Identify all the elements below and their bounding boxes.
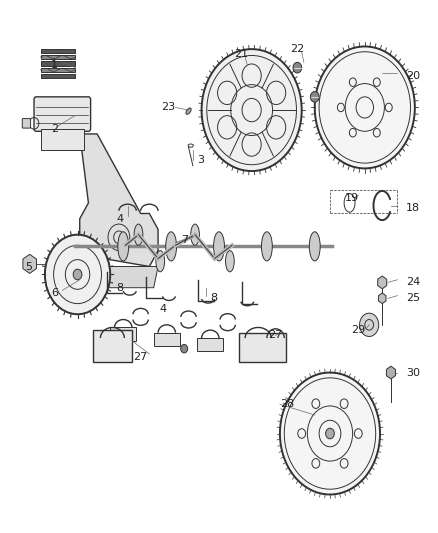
Text: 8: 8 bbox=[116, 282, 123, 293]
Text: 21: 21 bbox=[234, 50, 248, 59]
Ellipse shape bbox=[191, 224, 199, 245]
FancyBboxPatch shape bbox=[22, 118, 31, 128]
Circle shape bbox=[201, 49, 302, 171]
Ellipse shape bbox=[261, 232, 272, 261]
FancyBboxPatch shape bbox=[41, 68, 75, 72]
FancyBboxPatch shape bbox=[241, 343, 267, 357]
Text: 7: 7 bbox=[181, 235, 188, 245]
Circle shape bbox=[280, 373, 380, 495]
Ellipse shape bbox=[118, 232, 129, 261]
FancyBboxPatch shape bbox=[110, 327, 136, 341]
Text: 22: 22 bbox=[290, 44, 304, 54]
Text: 4: 4 bbox=[116, 214, 123, 224]
Circle shape bbox=[181, 344, 187, 353]
Ellipse shape bbox=[134, 224, 143, 245]
Text: 4: 4 bbox=[159, 304, 167, 314]
Circle shape bbox=[73, 269, 82, 280]
Circle shape bbox=[360, 313, 379, 336]
Text: 20: 20 bbox=[406, 70, 420, 80]
FancyBboxPatch shape bbox=[197, 338, 223, 351]
Circle shape bbox=[45, 235, 110, 314]
Circle shape bbox=[293, 62, 302, 73]
Text: 3: 3 bbox=[197, 156, 204, 165]
Text: 23: 23 bbox=[161, 102, 176, 112]
Polygon shape bbox=[23, 254, 36, 273]
FancyBboxPatch shape bbox=[93, 330, 132, 362]
Text: 24: 24 bbox=[406, 277, 420, 287]
Text: 30: 30 bbox=[406, 368, 420, 377]
FancyBboxPatch shape bbox=[41, 74, 75, 78]
FancyBboxPatch shape bbox=[239, 333, 286, 362]
Circle shape bbox=[315, 46, 415, 168]
FancyBboxPatch shape bbox=[34, 97, 91, 131]
Ellipse shape bbox=[166, 232, 177, 261]
FancyBboxPatch shape bbox=[41, 128, 84, 150]
Polygon shape bbox=[80, 266, 158, 288]
Ellipse shape bbox=[186, 108, 191, 115]
Circle shape bbox=[325, 428, 334, 439]
FancyBboxPatch shape bbox=[41, 55, 75, 59]
Ellipse shape bbox=[226, 251, 234, 272]
Text: 1: 1 bbox=[51, 60, 58, 70]
Text: 18: 18 bbox=[406, 203, 420, 213]
Text: 25: 25 bbox=[406, 293, 420, 303]
Polygon shape bbox=[378, 293, 386, 304]
Polygon shape bbox=[386, 366, 396, 379]
Text: 2: 2 bbox=[51, 124, 58, 134]
Text: 19: 19 bbox=[345, 192, 359, 203]
Text: 27: 27 bbox=[268, 330, 283, 341]
Polygon shape bbox=[378, 276, 387, 289]
FancyBboxPatch shape bbox=[41, 61, 75, 66]
Text: 29: 29 bbox=[351, 325, 365, 335]
Text: 28: 28 bbox=[280, 399, 294, 409]
Ellipse shape bbox=[214, 232, 224, 261]
Circle shape bbox=[311, 92, 319, 102]
Text: 5: 5 bbox=[25, 262, 32, 271]
Text: 8: 8 bbox=[210, 293, 217, 303]
Ellipse shape bbox=[156, 251, 165, 272]
Text: 27: 27 bbox=[134, 352, 148, 361]
Polygon shape bbox=[80, 134, 158, 266]
FancyBboxPatch shape bbox=[154, 333, 180, 346]
Text: 6: 6 bbox=[51, 288, 58, 298]
FancyBboxPatch shape bbox=[41, 49, 75, 53]
Ellipse shape bbox=[309, 232, 320, 261]
